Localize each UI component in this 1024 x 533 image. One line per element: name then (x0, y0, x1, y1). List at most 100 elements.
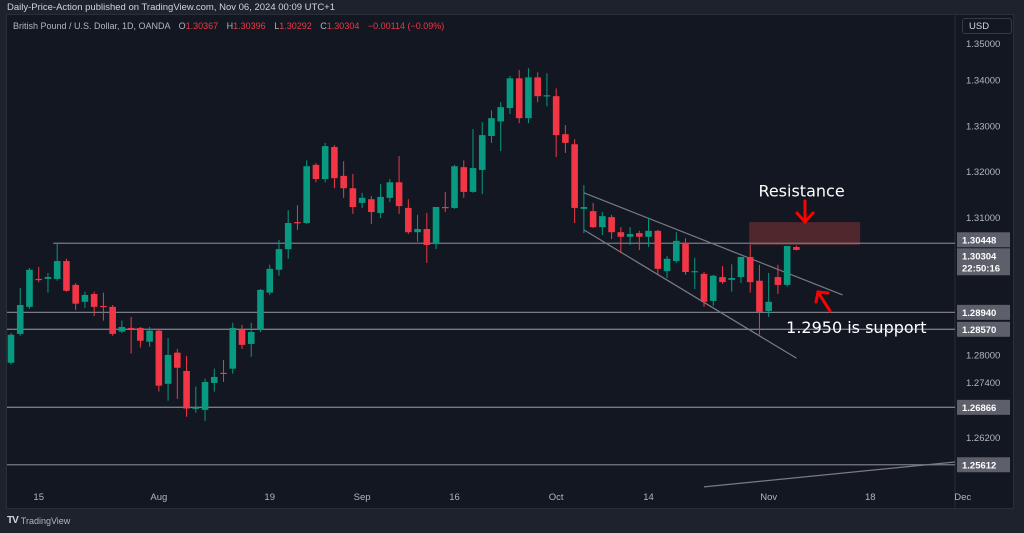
candle-down (137, 327, 144, 341)
trend-line (583, 192, 843, 296)
x-tick-label: Sep (354, 492, 371, 503)
candle-up (321, 146, 329, 180)
candle-up (645, 230, 652, 237)
candle-up (303, 166, 310, 224)
candle-up (118, 327, 126, 332)
y-tick-label: 1.32000 (966, 167, 1000, 178)
level-price-label: 1.26866 (962, 403, 996, 414)
resistance-arrow-down-icon (795, 199, 815, 225)
candle-down (155, 330, 163, 386)
candle-up (599, 216, 606, 228)
candle-up (164, 354, 172, 384)
candle-up (229, 327, 237, 369)
candle-up (478, 135, 486, 170)
x-tick-label: Oct (549, 492, 564, 503)
candle-up (451, 166, 458, 208)
candle-up (663, 258, 671, 272)
x-tick-label: 19 (264, 492, 275, 503)
x-tick-label: 18 (865, 492, 876, 503)
candle-down (395, 182, 403, 207)
candle-down (608, 217, 615, 233)
close-value: 1.30304 (326, 21, 360, 31)
trend-line (703, 461, 955, 488)
candle-down (589, 211, 597, 228)
level-price-label: 1.28570 (962, 325, 996, 336)
candle-up (7, 334, 15, 363)
candle-up (44, 277, 52, 279)
level-price-label: 1.28940 (962, 308, 996, 319)
candle-up (192, 407, 200, 409)
candle-down (72, 284, 79, 304)
candle-up (358, 197, 366, 203)
x-tick-label: 15 (33, 492, 44, 503)
candle-down (441, 207, 449, 209)
annotation-text: 1.2950 is support (786, 318, 926, 337)
annotation-text: Resistance (758, 182, 844, 201)
brand-name: TradingView (20, 515, 71, 526)
last-price-label: 1.30304 (962, 251, 997, 262)
candle-up (626, 234, 634, 237)
candle-up (201, 381, 209, 410)
currency-button[interactable]: USD (962, 18, 1012, 34)
candle-up (146, 330, 153, 342)
candle-up (257, 289, 264, 330)
level-price-label-box (957, 232, 1010, 248)
low-value: 1.30292 (279, 21, 312, 31)
y-tick-label: 1.33000 (966, 121, 1000, 132)
level-price-label: 1.30448 (962, 235, 996, 246)
high-value: 1.30396 (233, 21, 266, 31)
candle-up (580, 207, 588, 209)
candle-up (247, 332, 255, 344)
level-price-label: 1.25612 (962, 460, 996, 471)
candle-down (349, 188, 357, 208)
y-tick-label: 1.34000 (966, 76, 1000, 87)
candle-down (312, 164, 320, 180)
level-price-label-box (957, 321, 1010, 337)
candle-down (174, 352, 181, 368)
candle-down (423, 228, 431, 246)
candle-down (127, 327, 135, 330)
open-value: 1.30367 (185, 21, 219, 31)
candle-down (654, 230, 662, 269)
candle-down (719, 277, 726, 283)
close-label: C (320, 21, 327, 31)
y-tick-label: 1.26200 (966, 433, 1000, 444)
candle-down (238, 329, 246, 345)
candle-up (488, 118, 495, 137)
y-tick-label: 1.28000 (966, 350, 1000, 361)
candle-down (793, 246, 800, 250)
candle-up (53, 261, 61, 279)
candle-down (340, 175, 347, 189)
candle-up (709, 275, 717, 301)
candle-down (515, 78, 523, 119)
candle-down (700, 273, 708, 302)
candle-down (63, 261, 70, 291)
x-tick-label: 16 (449, 492, 460, 503)
candle-down (552, 96, 560, 136)
candle-down (756, 280, 763, 312)
support-arrow-up-icon (814, 290, 832, 313)
candle-down (534, 77, 541, 97)
candle-down (331, 147, 338, 179)
candle-up (284, 223, 292, 250)
candle-down (90, 294, 98, 307)
candle-down (294, 222, 301, 224)
candle-up (16, 305, 24, 334)
candle-up (737, 256, 745, 278)
y-tick-label: 1.27400 (966, 378, 1000, 389)
level-price-label-box (957, 399, 1010, 415)
candle-up (432, 207, 440, 245)
candle-down (682, 242, 689, 273)
candle-down (100, 305, 107, 308)
trend-line (583, 229, 797, 359)
x-tick-label: Nov (760, 492, 777, 503)
candle-up (497, 107, 505, 122)
publication-info: Daily-Price-Action published on TradingV… (7, 2, 336, 13)
level-price-label-box (957, 304, 1010, 320)
candle-up (728, 277, 736, 280)
candle-up (783, 245, 791, 285)
candle-down (562, 134, 569, 143)
last-price-label-box (957, 248, 1010, 276)
candle-down (774, 277, 782, 285)
